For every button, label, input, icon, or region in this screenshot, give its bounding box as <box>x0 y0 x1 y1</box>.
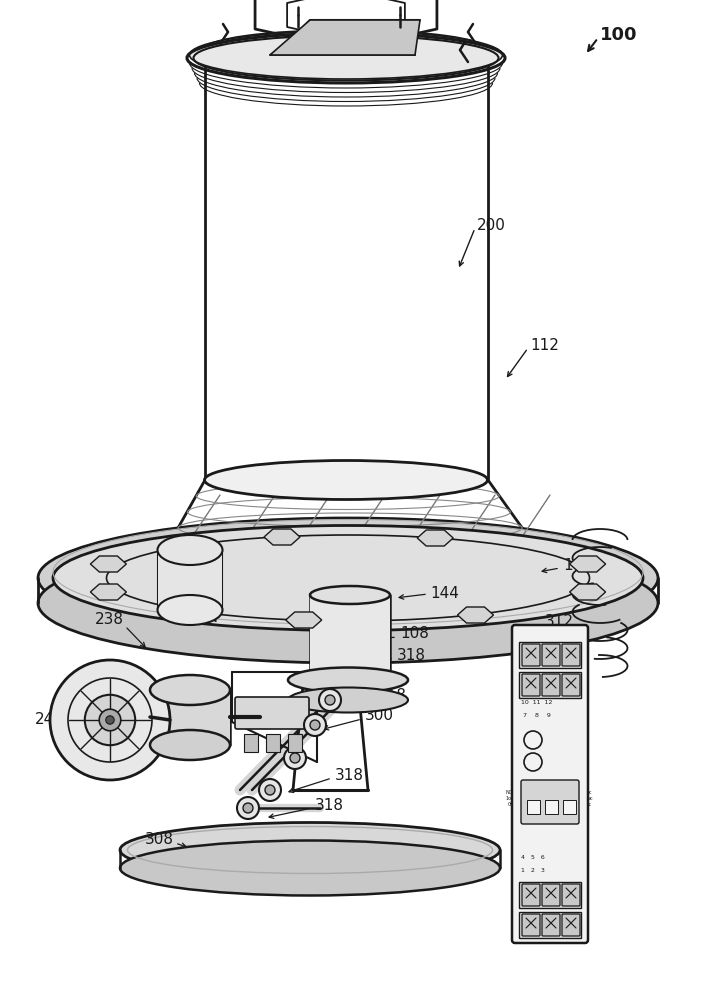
Text: 300: 300 <box>365 708 394 724</box>
Text: 108: 108 <box>563 558 592 572</box>
FancyBboxPatch shape <box>235 697 309 729</box>
Polygon shape <box>310 595 390 680</box>
Ellipse shape <box>150 675 230 705</box>
Text: 112: 112 <box>530 338 559 353</box>
Text: 108: 108 <box>400 626 429 642</box>
Text: 10  11  12: 10 11 12 <box>521 700 552 705</box>
Polygon shape <box>90 584 126 600</box>
Ellipse shape <box>38 543 658 663</box>
FancyBboxPatch shape <box>542 914 560 936</box>
Polygon shape <box>570 584 606 600</box>
Text: 144: 144 <box>430 586 459 601</box>
Circle shape <box>106 716 114 724</box>
FancyBboxPatch shape <box>562 644 580 666</box>
Bar <box>563 800 576 814</box>
Ellipse shape <box>189 31 503 79</box>
FancyBboxPatch shape <box>562 674 580 696</box>
Ellipse shape <box>120 840 500 896</box>
Text: 7    8    9: 7 8 9 <box>523 713 551 718</box>
Bar <box>288 734 302 752</box>
Bar <box>266 734 280 752</box>
FancyBboxPatch shape <box>522 884 540 906</box>
FancyBboxPatch shape <box>562 884 580 906</box>
Text: 308: 308 <box>145 832 174 848</box>
FancyBboxPatch shape <box>522 914 540 936</box>
Polygon shape <box>150 690 230 745</box>
FancyBboxPatch shape <box>542 884 560 906</box>
FancyBboxPatch shape <box>542 644 560 666</box>
Polygon shape <box>458 607 494 623</box>
Circle shape <box>310 720 320 730</box>
Bar <box>519 672 581 698</box>
Circle shape <box>237 797 259 819</box>
FancyBboxPatch shape <box>521 780 579 824</box>
Bar <box>519 912 581 938</box>
Bar <box>527 800 540 814</box>
Bar <box>519 882 581 908</box>
Circle shape <box>284 747 306 769</box>
FancyBboxPatch shape <box>512 625 588 943</box>
Ellipse shape <box>288 668 408 692</box>
Polygon shape <box>286 612 322 628</box>
Bar <box>244 734 258 752</box>
Polygon shape <box>570 556 606 572</box>
Ellipse shape <box>53 526 643 631</box>
Text: 318: 318 <box>335 768 364 782</box>
Ellipse shape <box>205 30 487 70</box>
Text: 234: 234 <box>185 582 214 597</box>
Text: 238: 238 <box>95 612 124 628</box>
FancyBboxPatch shape <box>562 914 580 936</box>
Ellipse shape <box>310 586 390 604</box>
Text: 200: 200 <box>477 218 506 232</box>
Ellipse shape <box>120 822 500 878</box>
Circle shape <box>50 660 170 780</box>
Polygon shape <box>158 550 222 610</box>
FancyBboxPatch shape <box>522 674 540 696</box>
Ellipse shape <box>158 535 222 565</box>
Text: 4   5   6: 4 5 6 <box>521 855 545 860</box>
Circle shape <box>319 689 341 711</box>
Polygon shape <box>90 556 126 572</box>
Ellipse shape <box>38 518 658 638</box>
Circle shape <box>259 779 281 801</box>
Text: 1   2   3: 1 2 3 <box>521 868 545 873</box>
Polygon shape <box>417 530 454 546</box>
Text: NO
1of
0f: NO 1of 0f <box>505 790 513 807</box>
Text: 246: 246 <box>35 712 64 728</box>
Bar <box>545 800 558 814</box>
Polygon shape <box>270 20 420 55</box>
Ellipse shape <box>158 595 222 625</box>
FancyBboxPatch shape <box>522 644 540 666</box>
Ellipse shape <box>202 33 490 77</box>
Circle shape <box>85 695 135 745</box>
Text: 318: 318 <box>378 688 407 704</box>
Polygon shape <box>285 20 420 45</box>
Circle shape <box>304 714 326 736</box>
Ellipse shape <box>310 671 390 689</box>
Ellipse shape <box>194 32 498 78</box>
Ellipse shape <box>200 32 493 78</box>
Text: 318: 318 <box>397 648 426 662</box>
Text: 312: 312 <box>545 614 574 630</box>
Ellipse shape <box>288 688 408 712</box>
FancyBboxPatch shape <box>542 674 560 696</box>
Ellipse shape <box>205 460 487 499</box>
Bar <box>519 642 581 668</box>
Circle shape <box>290 753 300 763</box>
Text: 318: 318 <box>315 798 344 812</box>
Ellipse shape <box>150 730 230 760</box>
Polygon shape <box>264 529 300 545</box>
Circle shape <box>265 785 275 795</box>
Circle shape <box>325 695 335 705</box>
Text: vc
wc
sc: vc wc sc <box>587 790 594 807</box>
Circle shape <box>100 709 121 731</box>
Text: 100: 100 <box>600 26 637 44</box>
Circle shape <box>243 803 253 813</box>
